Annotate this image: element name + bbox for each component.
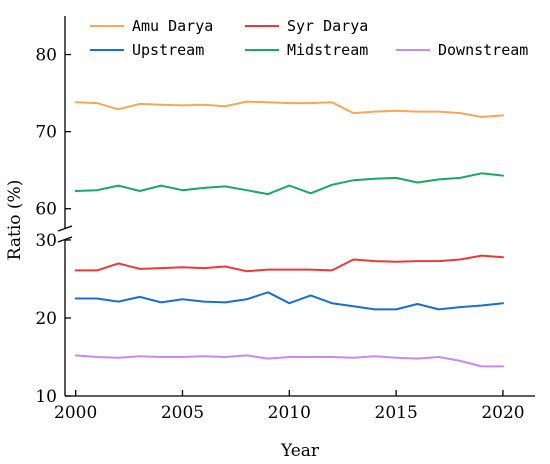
series-line-syr-darya bbox=[74, 254, 504, 273]
x-tick-label-2010: 2010 bbox=[268, 403, 311, 423]
legend-label-amu-darya: Amu Darya bbox=[132, 17, 213, 35]
x-tick-label-2015: 2015 bbox=[375, 403, 418, 423]
axes bbox=[57, 16, 535, 397]
series-line-amu-darya bbox=[74, 100, 504, 118]
legend: Amu Darya Syr Darya Upstream Midstream Downs… bbox=[90, 17, 528, 59]
x-tick-label-2005: 2005 bbox=[161, 403, 204, 423]
ticks: 2000 2005 2010 2015 2020 60 70 80 10 20 30 bbox=[35, 46, 524, 423]
series-line-downstream bbox=[74, 354, 504, 368]
series-line-midstream bbox=[74, 172, 504, 196]
y-tick-label-30: 30 bbox=[35, 231, 57, 251]
y-tick-label-20: 20 bbox=[35, 309, 57, 329]
series-line-upstream bbox=[74, 291, 504, 311]
legend-label-downstream: Downstream bbox=[438, 41, 528, 59]
y-axis-title: Ratio (%) bbox=[5, 180, 25, 261]
legend-label-syr-darya: Syr Darya bbox=[287, 17, 368, 35]
y-tick-label-70: 70 bbox=[35, 123, 57, 143]
series-layer bbox=[74, 100, 504, 368]
legend-label-midstream: Midstream bbox=[287, 41, 368, 59]
y-tick-label-10: 10 bbox=[35, 387, 57, 407]
y-tick-label-60: 60 bbox=[35, 200, 57, 220]
y-tick-label-80: 80 bbox=[35, 46, 57, 66]
x-axis-title: Year bbox=[280, 441, 320, 461]
x-tick-label-2000: 2000 bbox=[54, 403, 97, 423]
x-tick-label-2020: 2020 bbox=[481, 403, 524, 423]
legend-label-upstream: Upstream bbox=[132, 41, 204, 59]
